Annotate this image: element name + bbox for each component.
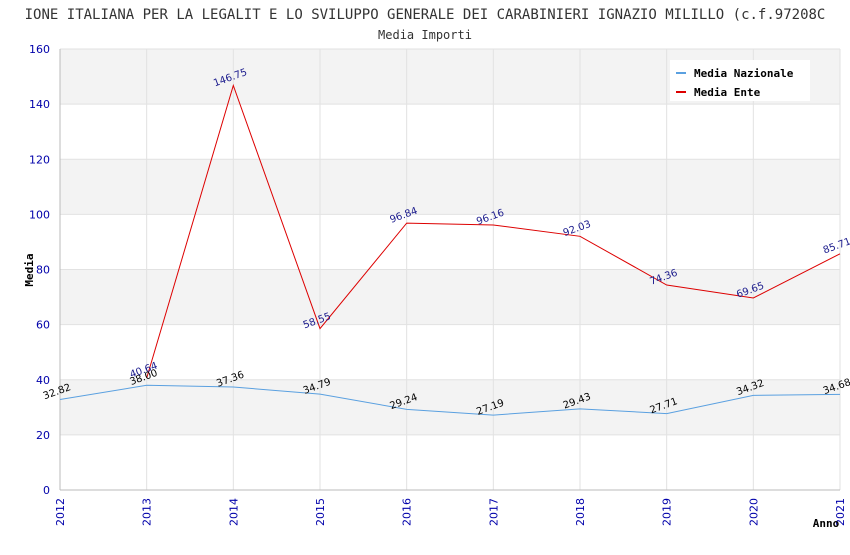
plot-band	[60, 269, 840, 325]
plot-band	[60, 214, 840, 270]
x-tick-label: 2014	[227, 498, 240, 526]
x-tick-label: 2018	[574, 498, 587, 526]
x-tick-label: 2020	[747, 498, 760, 526]
x-tick-labels: 2012 2013 2014 2015 2016 2017 2018 2019 2020 2021	[54, 498, 847, 526]
plot-band	[60, 104, 840, 160]
x-axis-label: Anno	[813, 517, 840, 530]
series-line-media-nazionale	[59, 384, 841, 416]
legend-label: Media Nazionale	[694, 67, 794, 80]
chart-subtitle: Media Importi	[378, 28, 472, 42]
x-tick-label: 2016	[401, 498, 414, 526]
y-tick-label: 120	[29, 153, 50, 166]
y-tick-label: 140	[29, 98, 50, 111]
y-tick-label: 80	[36, 264, 50, 277]
y-tick-labels: 0 20 40 60 80 100 120 140 160	[29, 43, 50, 497]
x-tick-label: 2019	[661, 498, 674, 526]
y-tick-label: 100	[29, 208, 50, 221]
x-tick-label: 2021	[834, 498, 847, 526]
chart-title: IONE ITALIANA PER LA LEGALIT E LO SVILUP…	[25, 7, 826, 23]
x-tick-label: 2012	[54, 498, 67, 526]
y-axis-label: Media	[23, 253, 36, 286]
y-tick-label: 60	[36, 319, 50, 332]
legend-label: Media Ente	[694, 86, 761, 99]
plot-band	[60, 324, 840, 380]
plot-band	[60, 379, 840, 435]
y-tick-label: 20	[36, 429, 50, 442]
series-line-media-ente	[146, 83, 841, 379]
y-tick-label: 40	[36, 374, 50, 387]
x-tick-label: 2015	[314, 498, 327, 526]
y-tick-label: 160	[29, 43, 50, 56]
legend: Media Nazionale Media Ente	[670, 60, 810, 101]
series-lines	[59, 83, 841, 416]
plot-band	[60, 159, 840, 215]
legend-box	[670, 60, 810, 101]
x-tick-label: 2017	[487, 498, 500, 526]
plot-band	[60, 434, 840, 490]
plot-bands	[60, 49, 840, 490]
x-tick-label: 2013	[141, 498, 154, 526]
y-tick-label: 0	[43, 484, 50, 497]
axes	[59, 49, 840, 491]
